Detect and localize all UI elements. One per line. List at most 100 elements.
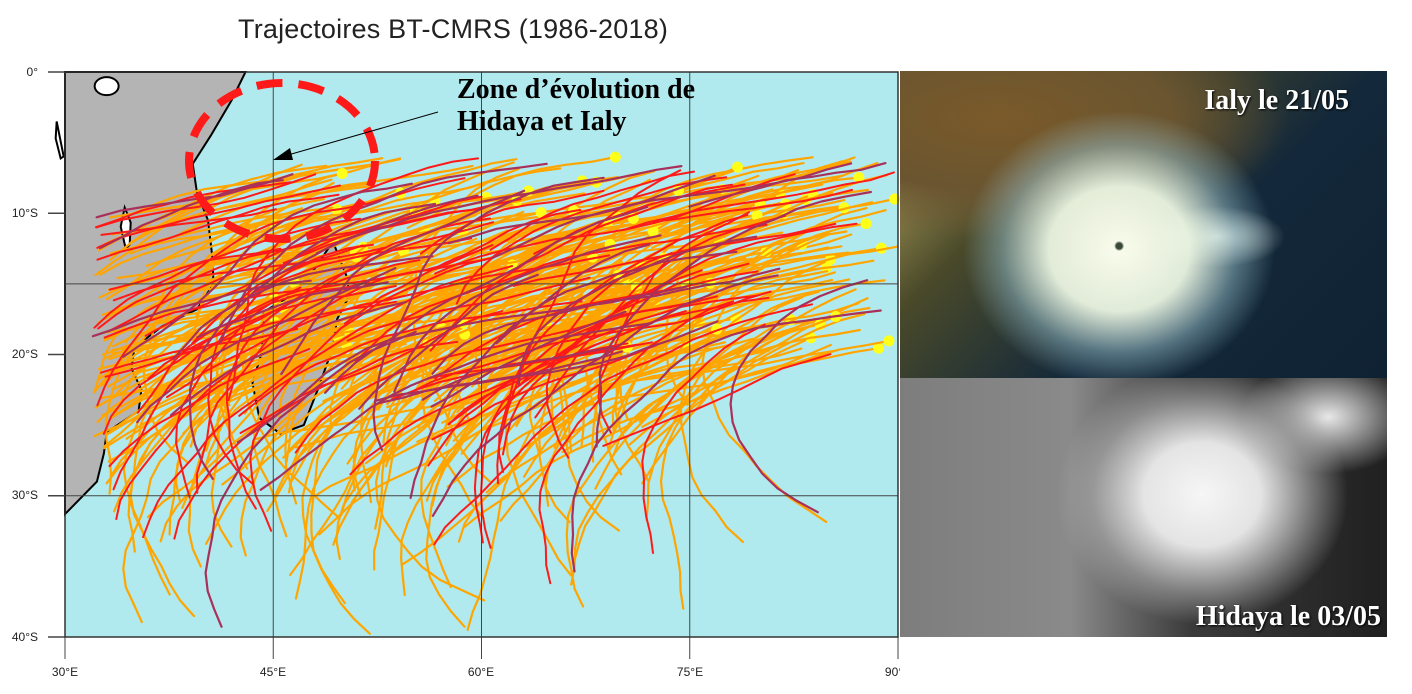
cyclone-track bbox=[354, 223, 768, 363]
cyclone-track bbox=[434, 270, 759, 380]
genesis-point bbox=[647, 225, 659, 237]
cyclone-track bbox=[315, 165, 683, 255]
genesis-point bbox=[609, 151, 621, 163]
cyclone-track bbox=[125, 314, 471, 440]
cyclone-track bbox=[204, 330, 417, 628]
highlight-circle bbox=[185, 79, 379, 243]
cyclone-track bbox=[658, 270, 829, 353]
cyclone-track bbox=[419, 189, 605, 255]
cyclone-track bbox=[565, 328, 861, 608]
annotation-text: Zone d’évolution de Hidaya et Ialy bbox=[457, 74, 695, 138]
cyclone-track bbox=[280, 189, 526, 376]
cyclone-track bbox=[498, 213, 749, 473]
cyclone-track bbox=[145, 209, 367, 267]
y-tick-label: 40°S bbox=[12, 630, 38, 644]
cyclone-track bbox=[517, 235, 758, 386]
cyclone-track bbox=[652, 188, 854, 223]
cyclone-track bbox=[140, 337, 330, 462]
cyclone-track bbox=[416, 328, 718, 443]
cyclone-track bbox=[429, 183, 734, 352]
y-axis: 0° 10°S 20°S 30°S 40°S bbox=[12, 65, 38, 644]
cyclone-track bbox=[644, 176, 860, 244]
cyclone-track bbox=[169, 301, 407, 417]
genesis-point bbox=[853, 171, 865, 183]
cyclone-track bbox=[502, 188, 774, 251]
cyclone-track bbox=[447, 174, 716, 245]
genesis-point bbox=[731, 161, 743, 173]
x-tick-label: 60°E bbox=[468, 665, 494, 679]
cyclone-track-map: 30°E 45°E 60°E 75°E 90°E 0° 10°S 20°S 30… bbox=[12, 65, 900, 679]
cyclone-track bbox=[103, 297, 276, 342]
cyclone-track bbox=[612, 245, 899, 433]
lake-tanganyika bbox=[54, 121, 65, 161]
cyclone-track bbox=[641, 315, 837, 485]
cyclone-track bbox=[324, 205, 649, 394]
cyclone-track bbox=[663, 209, 887, 377]
cyclone-track bbox=[495, 243, 651, 345]
cyclone-track bbox=[372, 176, 605, 451]
cyclone-track bbox=[460, 281, 694, 455]
x-tick-label: 30°E bbox=[52, 665, 78, 679]
cyclone-track bbox=[93, 217, 362, 329]
cyclone-tracks bbox=[91, 151, 900, 635]
genesis-point bbox=[873, 342, 885, 354]
cyclone-track bbox=[253, 237, 473, 294]
cyclone-track bbox=[131, 263, 514, 407]
cyclone-track bbox=[358, 273, 539, 410]
x-axis: 30°E 45°E 60°E 75°E 90°E bbox=[52, 665, 900, 679]
cyclone-track bbox=[688, 162, 887, 208]
cyclone-track bbox=[236, 285, 688, 444]
cyclone-track bbox=[410, 290, 772, 394]
cyclone-track bbox=[431, 274, 779, 517]
cyclone-track bbox=[207, 244, 364, 486]
cyclone-track bbox=[346, 285, 503, 400]
cyclone-track bbox=[597, 211, 750, 434]
cyclone-track bbox=[225, 221, 494, 510]
annotation-line-1: Zone d’évolution de bbox=[457, 74, 696, 105]
y-tick-label: 0° bbox=[27, 65, 39, 79]
map-frame bbox=[64, 71, 899, 638]
cyclone-track bbox=[172, 255, 434, 360]
cyclone-track bbox=[95, 181, 292, 229]
cyclone-track bbox=[431, 344, 658, 441]
cyclone-track bbox=[166, 254, 611, 399]
y-tick-label: 30°S bbox=[12, 488, 38, 502]
satellite-image-hidaya: Hidaya le 03/05 bbox=[900, 378, 1387, 637]
cyclone-track bbox=[421, 346, 614, 401]
cyclone-track bbox=[109, 206, 334, 255]
genesis-point bbox=[336, 167, 348, 179]
cyclone-track bbox=[103, 244, 494, 339]
cyclone-track bbox=[108, 247, 282, 291]
cyclone-track bbox=[136, 267, 397, 424]
cyclone-track bbox=[550, 205, 841, 431]
cyclone-track bbox=[489, 170, 695, 251]
cyclone-track bbox=[556, 183, 824, 453]
gridlines bbox=[48, 71, 899, 659]
cyclone-track bbox=[622, 171, 895, 231]
cyclone-track bbox=[602, 353, 832, 447]
cyclone-track bbox=[144, 195, 483, 337]
y-tick-label: 20°S bbox=[12, 347, 38, 361]
cyclone-track bbox=[390, 343, 637, 401]
cyclone-track bbox=[343, 208, 582, 325]
cyclone-track bbox=[108, 163, 303, 219]
cyclone-track bbox=[265, 202, 437, 285]
genesis-point bbox=[860, 218, 872, 230]
cyclone-track bbox=[525, 290, 820, 448]
cyclone-track bbox=[606, 233, 831, 454]
cyclone-track bbox=[113, 289, 315, 417]
cyclone-track bbox=[159, 339, 424, 543]
x-tick-label: 75°E bbox=[677, 665, 703, 679]
genesis-point bbox=[883, 335, 895, 347]
cyclone-track bbox=[259, 322, 653, 491]
cyclone-track bbox=[122, 337, 340, 624]
cyclone-track bbox=[419, 279, 886, 421]
cyclone-track bbox=[401, 341, 740, 566]
cyclone-track bbox=[512, 222, 837, 287]
map-title: Trajectoires BT-CMRS (1986-2018) bbox=[238, 14, 669, 44]
cyclone-track bbox=[538, 300, 735, 585]
cyclone-track bbox=[373, 350, 623, 403]
image-caption: Hidaya le 03/05 bbox=[1195, 601, 1381, 632]
y-tick-label: 10°S bbox=[12, 206, 38, 220]
cyclone-track bbox=[294, 323, 545, 600]
